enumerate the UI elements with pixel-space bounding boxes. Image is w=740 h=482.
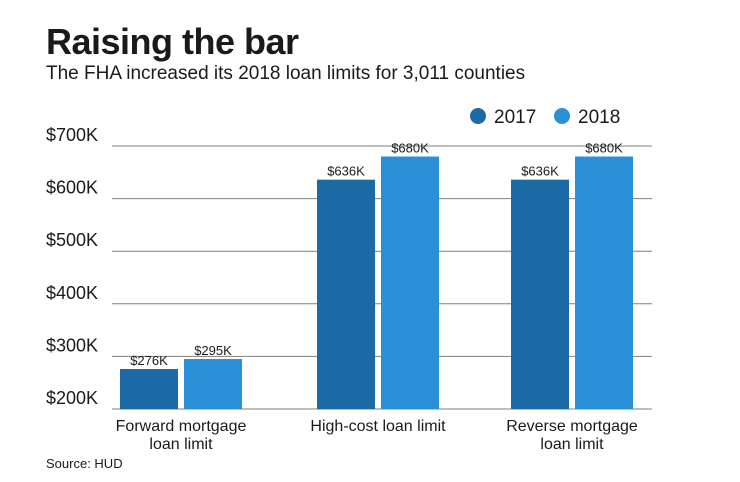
legend-label: 2018 [578, 107, 620, 128]
y-tick-label: $700K [46, 125, 98, 145]
data-label: $680K [585, 141, 623, 156]
bar-2018 [575, 156, 633, 409]
source-note: Source: HUD [46, 456, 123, 471]
x-category-label: Forward mortgage [116, 418, 247, 435]
y-tick-label: $300K [46, 335, 98, 355]
data-label: $680K [391, 141, 429, 156]
bars: $276K $295K $636K $680K $636K $680K [120, 141, 633, 409]
y-tick-label: $400K [46, 283, 98, 303]
legend-swatch-2017 [470, 108, 486, 124]
bar-2018 [381, 156, 439, 409]
data-label: $636K [327, 164, 365, 179]
x-category-label: High-cost loan limit [310, 418, 446, 435]
legend-label: 2017 [494, 107, 536, 128]
data-label: $636K [521, 164, 559, 179]
legend-swatch-2018 [554, 108, 570, 124]
x-category-label: loan limit [149, 436, 213, 453]
bar-2018 [184, 359, 242, 409]
bar-2017 [120, 369, 178, 409]
x-category-label: loan limit [540, 436, 604, 453]
bar-2017 [511, 179, 569, 409]
y-axis: $200K $300K $400K $500K $600K $700K [46, 125, 98, 408]
data-label: $295K [194, 343, 232, 358]
legend: 2017 2018 [470, 107, 620, 128]
y-tick-label: $600K [46, 178, 98, 198]
y-tick-label: $200K [46, 388, 98, 408]
chart-subtitle: The FHA increased its 2018 loan limits f… [46, 63, 526, 84]
x-category-label: Reverse mortgage [506, 418, 638, 435]
chart-title: Raising the bar [46, 21, 299, 62]
data-label: $276K [130, 353, 168, 368]
y-tick-label: $500K [46, 230, 98, 250]
bar-2017 [317, 179, 375, 409]
